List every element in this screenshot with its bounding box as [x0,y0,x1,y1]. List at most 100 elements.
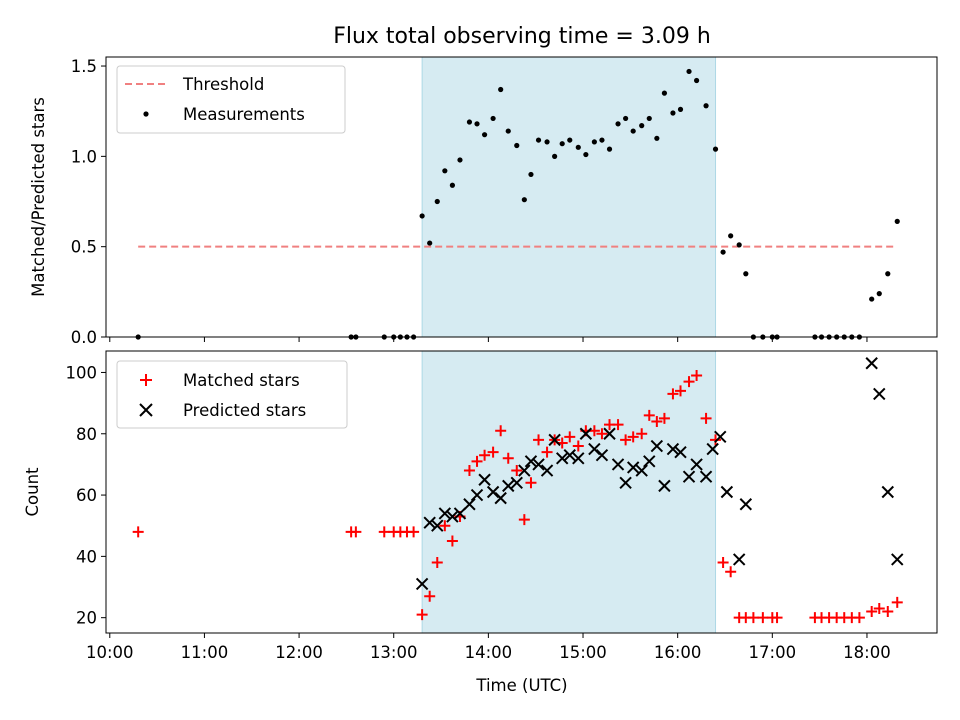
matched-star-point [424,590,436,602]
legend-measurements-label: Measurements [183,105,305,124]
predicted-star-point [540,464,554,477]
measurement-point [528,171,534,178]
measurement-point [677,106,684,112]
predicted-star-point [881,485,894,499]
bottom-x-tick-label: 18:00 [843,643,891,662]
predicted-star-point [438,507,452,520]
matched-star-point [643,409,655,421]
predicted-star-point [446,510,459,523]
matched-star-point [683,376,695,388]
measurement-point [728,233,734,239]
bottom-y-axis-label: Count [23,467,42,517]
matched-star-point [511,465,523,477]
matched-star-point [471,455,483,467]
top-y-ticks: 0.0 0.5 1.0 1.5 [71,57,106,347]
bottom-predicted-stars-layer [415,357,904,591]
top-panel: 0.0 0.5 1.0 1.5 Matched/Predicted stars Thr… [29,56,938,347]
predicted-star-point [572,452,585,465]
measurement-point [606,146,613,152]
measurement-point [521,197,527,203]
matched-star-point [771,612,783,624]
legend-threshold-label: Threshold [182,75,264,94]
matched-star-point [463,465,475,477]
predicted-star-point [706,442,719,456]
measurement-point [552,153,558,159]
bottom-y-tick-label: 60 [76,486,97,505]
measurement-point [575,144,581,150]
measurement-point [646,115,652,122]
measurement-point [736,242,742,248]
matched-star-point [378,526,390,538]
predicted-star-point [453,507,467,520]
legend-measurements-swatch [143,111,149,117]
bottom-shaded-interval-layer [421,350,717,634]
matched-star-point [487,446,499,458]
predicted-star-point [619,476,632,490]
matched-star-point [431,557,443,568]
predicted-star-point [555,452,569,465]
measurement-point [743,271,749,277]
predicted-star-point [595,449,609,462]
measurement-point [703,103,709,109]
measurement-point [481,132,488,138]
matched-star-point [636,428,648,440]
top-legend: Threshold Measurements [116,65,346,134]
measurement-point [654,135,660,141]
predicted-star-point [699,470,713,483]
matched-star-point [416,609,428,621]
measurement-point [894,218,900,224]
bottom-y-ticks: 20 40 60 80 100 [66,363,106,628]
predicted-star-point [603,427,616,440]
bottom-legend: Matched stars Predicted stars [116,360,348,429]
measurement-point [661,90,668,96]
measurement-point [712,146,719,152]
measurement-point [535,137,542,143]
measurement-point [442,168,448,174]
matched-star-point [446,535,458,547]
predicted-star-point [666,442,680,456]
predicted-star-point [502,479,515,493]
top-axes-frame [105,56,938,338]
measurement-point [639,123,645,129]
bottom-x-tick-label: 11:00 [181,643,229,662]
measurement-point [869,296,875,302]
measurement-point [498,86,504,93]
matched-star-point [541,446,553,458]
bottom-x-tick-label: 17:00 [749,643,797,662]
top-shaded-interval-layer [421,56,717,338]
bottom-y-tick-label: 100 [66,363,98,382]
bottom-shaded-interval [421,350,717,634]
matched-star-point [572,440,584,452]
predicted-star-point [873,387,886,401]
measurement-point [505,128,511,134]
matched-star-point [408,526,420,538]
measurement-point [720,249,726,255]
bottom-x-tick-label: 15:00 [559,643,607,662]
measurement-point [583,151,589,158]
measurement-point [457,157,463,163]
matched-star-point [710,434,722,446]
matched-star-point [502,452,514,464]
measurement-point [514,142,520,149]
legend-matched-swatch [140,374,152,386]
measurement-point [466,119,473,125]
predicted-star-point [674,445,687,459]
matched-star-point [533,434,545,446]
top-y-tick-label: 0.5 [71,238,97,257]
matched-star-point [627,431,639,443]
bottom-x-tick-label: 14:00 [465,643,513,662]
bottom-panel: 20 40 60 80 100 10:00 11:00 12:00 13:00 14:00 15:… [23,350,938,695]
predicted-star-point [470,488,484,502]
predicted-star-point [532,458,545,471]
predicted-star-point [865,357,878,370]
predicted-star-point [732,553,746,566]
measurement-point [885,271,891,277]
matched-star-point [866,606,878,618]
matched-star-point [612,419,624,431]
measurement-point [670,110,676,116]
matched-star-point [479,449,491,461]
measurement-point [599,137,605,143]
bottom-y-tick-label: 80 [76,425,97,444]
top-y-tick-label: 1.5 [71,57,97,76]
